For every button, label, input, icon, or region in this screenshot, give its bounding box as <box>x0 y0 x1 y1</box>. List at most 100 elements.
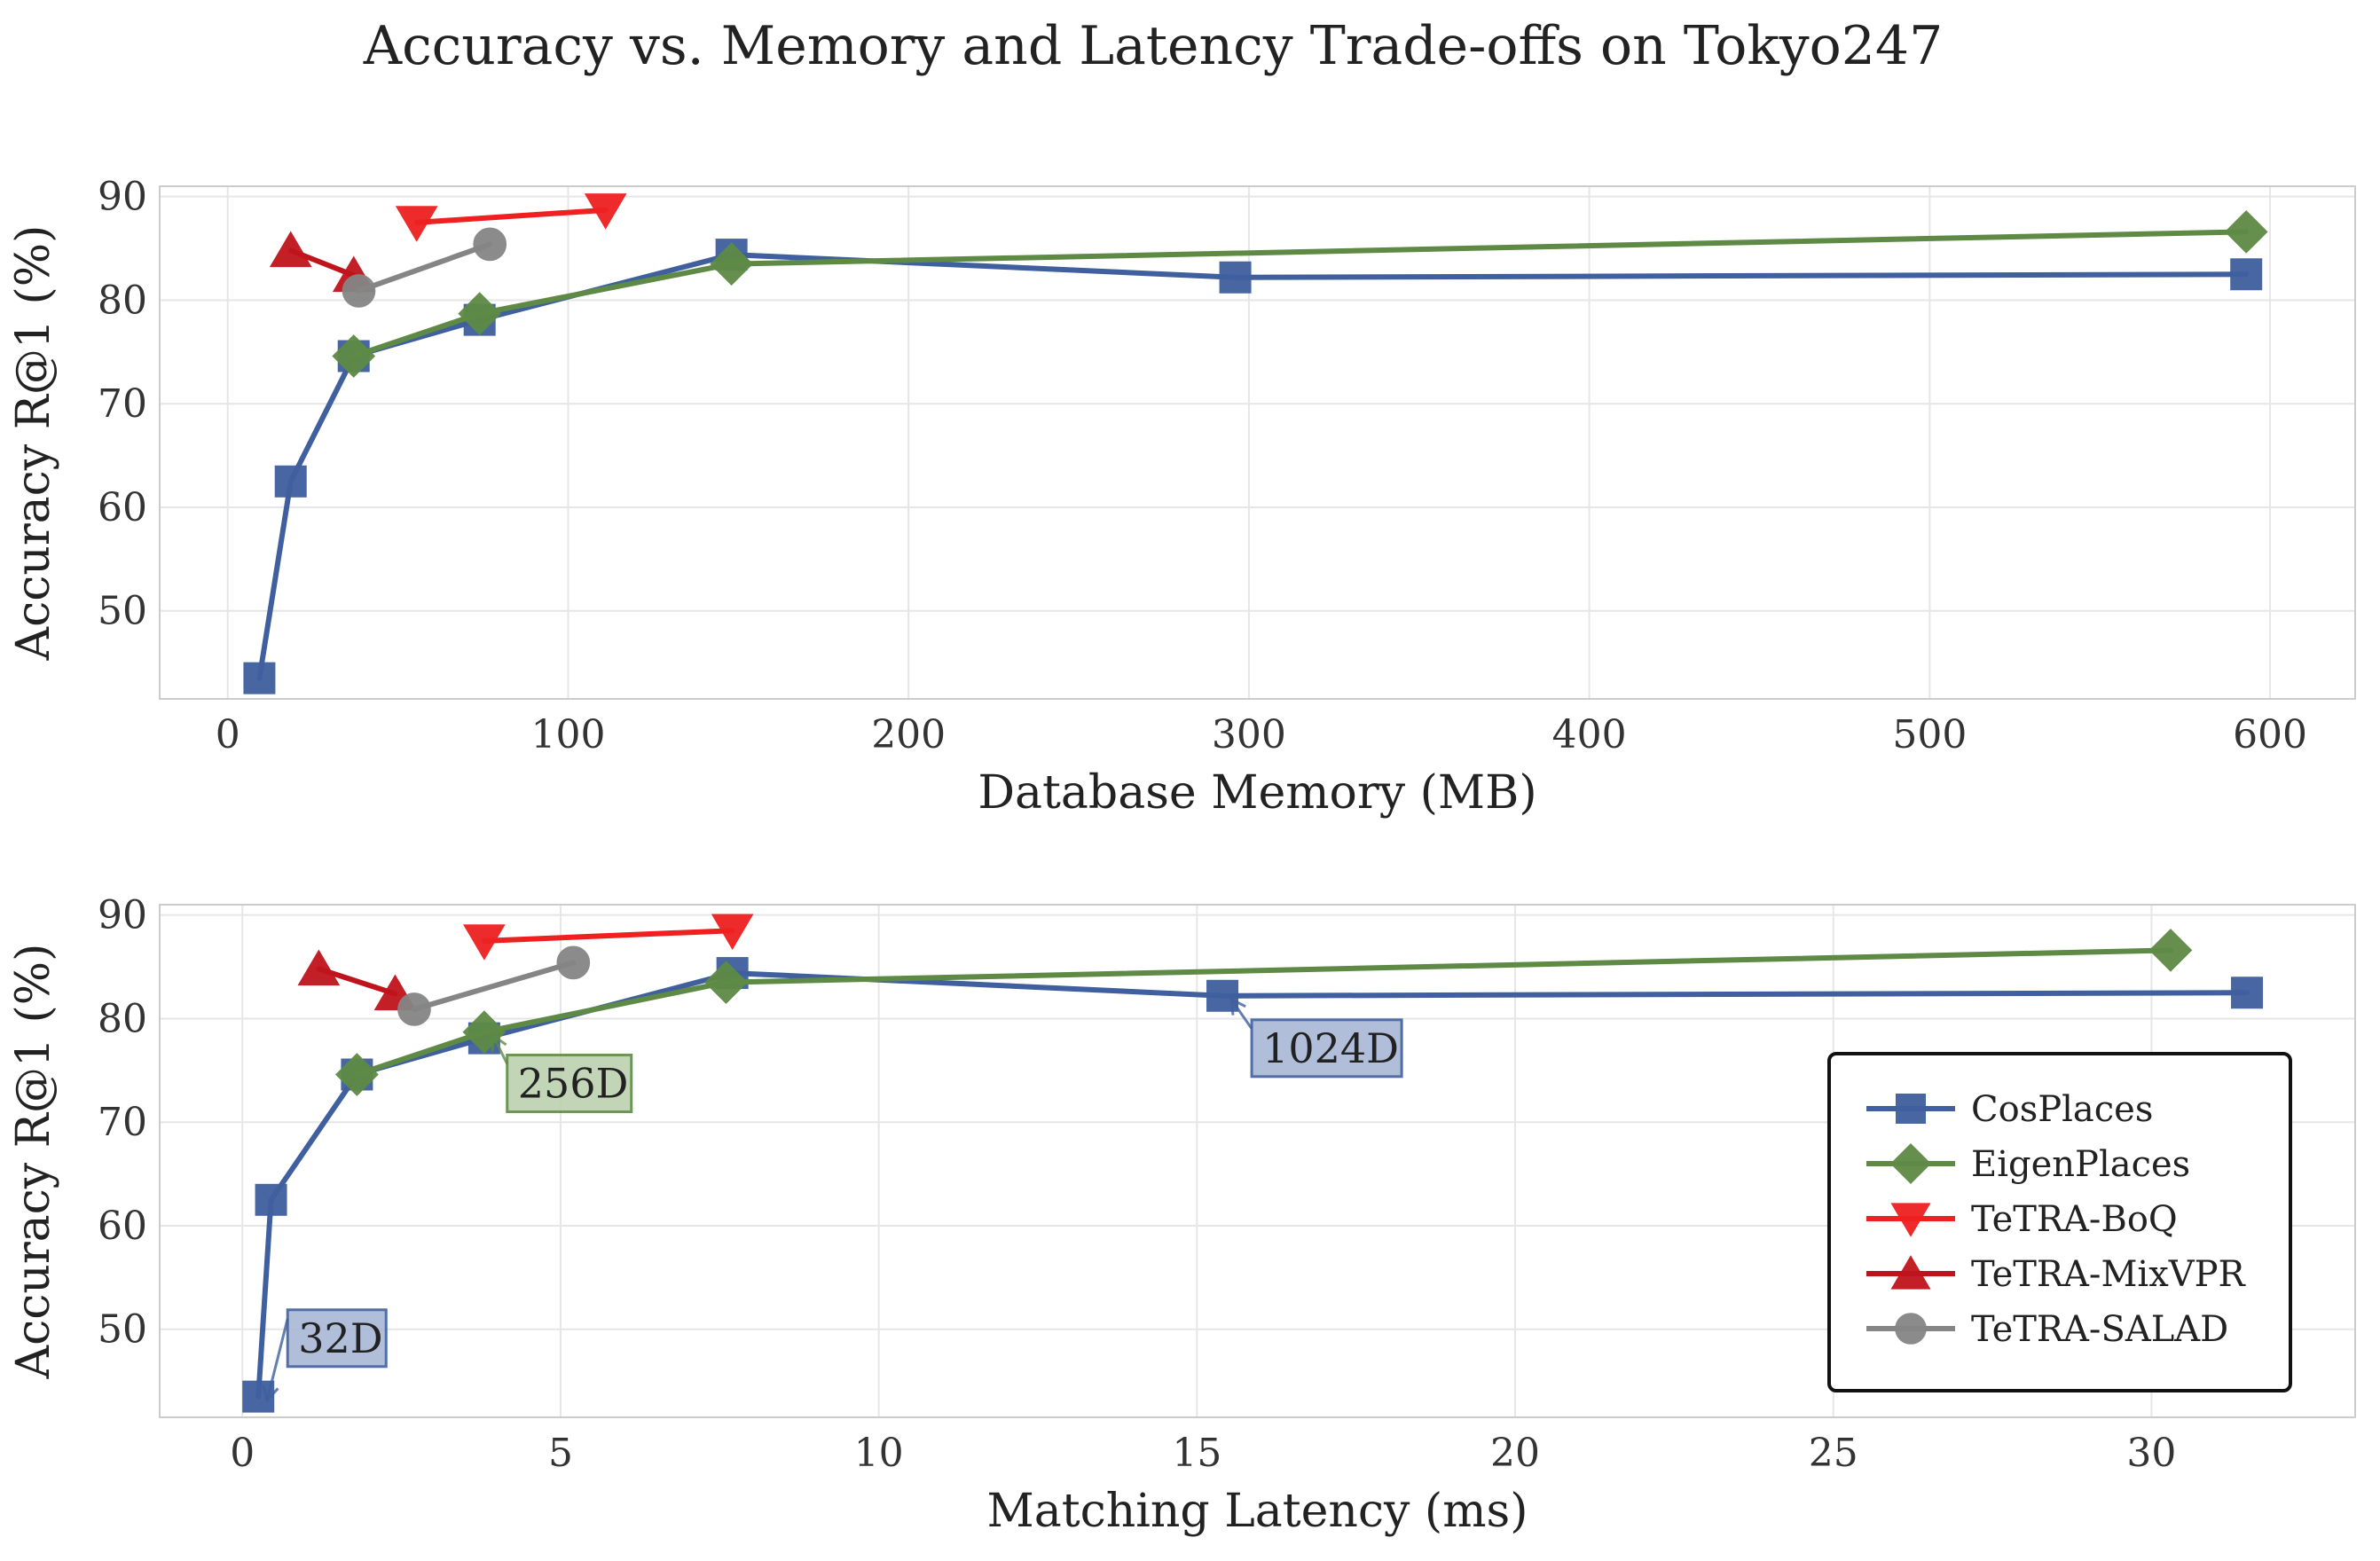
annotation-32d: 32D <box>262 1308 388 1403</box>
legend-item-tetra-mixvpr: TeTRA-MixVPR <box>1866 1254 2247 1295</box>
annotation-label: 256D <box>518 1060 629 1108</box>
annotation-256d: 256D <box>491 1032 633 1114</box>
legend-label: CosPlaces <box>1971 1089 2153 1130</box>
annotation-1024d: 1024D <box>1229 997 1403 1079</box>
x-tick-label: 300 <box>1212 712 1286 757</box>
x-tick-label: 20 <box>1490 1431 1540 1476</box>
legend-marker <box>1890 1255 1931 1290</box>
legend: CosPlaces EigenPlaces TeTRA-BoQ TeTRA-MixVP… <box>1827 1052 2292 1392</box>
series-cosplaces <box>243 239 2263 694</box>
y-tick-label: 90 <box>98 175 147 220</box>
annotation-arrowhead <box>1229 997 1246 1016</box>
y-tick-label: 70 <box>98 381 147 427</box>
x-tick-label: 0 <box>216 712 240 757</box>
annotation-arrowhead <box>262 1384 279 1403</box>
y-tick-label: 80 <box>98 996 147 1041</box>
figure-title: Accuracy vs. Memory and Latency Trade-of… <box>363 15 1944 77</box>
x-tick-label: 30 <box>2126 1431 2176 1476</box>
eigenplaces-point <box>2148 929 2193 972</box>
x-tick-label: 0 <box>230 1431 255 1476</box>
latency-x-axis-label: Matching Latency (ms) <box>987 1485 1528 1538</box>
memory-grid <box>160 186 2355 699</box>
y-tick-label: 60 <box>98 1204 147 1249</box>
tetra-salad-point <box>342 274 376 308</box>
legend-item-tetra-salad: TeTRA-SALAD <box>1866 1309 2228 1350</box>
x-tick-label: 10 <box>854 1431 904 1476</box>
legend-label: TeTRA-BoQ <box>1971 1199 2178 1240</box>
series-tetra-salad <box>342 227 507 308</box>
x-tick-label: 400 <box>1552 712 1627 757</box>
eigenplaces-point <box>462 1010 507 1054</box>
eigenplaces-point <box>704 961 748 1004</box>
latency-y-axis-label: Accuracy R@1 (%) <box>7 944 60 1380</box>
cosplaces-point <box>255 1183 287 1216</box>
x-tick-label: 600 <box>2233 712 2307 757</box>
annotation-arrow <box>491 1034 509 1065</box>
x-tick-label: 500 <box>1892 712 1967 757</box>
annotation-box <box>286 1308 388 1369</box>
legend-item-tetra-boq: TeTRA-BoQ <box>1866 1199 2178 1240</box>
x-tick-label: 100 <box>530 712 605 757</box>
tetra-boq-point <box>711 914 754 951</box>
series-eigenplaces <box>332 210 2268 378</box>
cosplaces-line <box>256 252 2250 681</box>
annotation-arrowhead <box>491 1032 507 1052</box>
legend-item-cosplaces: CosPlaces <box>1866 1089 2153 1130</box>
series-tetra-mixvpr <box>297 949 417 1011</box>
tetra-salad-line <box>411 960 577 1012</box>
series-eigenplaces <box>335 929 2193 1096</box>
y-tick-label: 50 <box>98 589 147 634</box>
series-tetra-boq <box>463 914 754 961</box>
cosplaces-point <box>2231 977 2264 1009</box>
eigenplaces-point <box>335 1053 379 1096</box>
tetra-salad-point <box>397 992 431 1026</box>
eigenplaces-line <box>350 229 2250 359</box>
annotation-box <box>1250 1018 1403 1079</box>
legend-marker <box>1896 1094 1926 1124</box>
tetra-boq-line <box>481 928 735 944</box>
eigenplaces-point <box>710 242 754 286</box>
legend-box <box>1827 1052 2292 1392</box>
y-tick-label: 70 <box>98 1100 147 1145</box>
tetra-boq-line <box>413 207 609 225</box>
x-tick-label: 200 <box>871 712 946 757</box>
tetra-mixvpr-point <box>269 231 312 268</box>
annotation-arrow <box>265 1318 289 1401</box>
cosplaces-point <box>1219 261 1252 294</box>
x-tick-label: 15 <box>1172 1431 1221 1476</box>
legend-marker <box>1890 1203 1931 1237</box>
latency-panel: 0 5 10 15 20 25 30 50 60 70 80 90 Matching Latency (… <box>7 893 2356 1538</box>
tetra-boq-point <box>395 206 438 242</box>
tetra-mixvpr-point <box>297 949 341 986</box>
annotation-arrow <box>1229 998 1253 1030</box>
legend-marker <box>1895 1313 1927 1345</box>
y-tick-label: 90 <box>98 893 147 938</box>
y-tick-label: 50 <box>98 1307 147 1353</box>
legend-label: TeTRA-MixVPR <box>1971 1254 2247 1295</box>
series-tetra-boq <box>395 193 627 242</box>
cosplaces-point <box>274 465 307 498</box>
cosplaces-point <box>243 662 276 694</box>
series-tetra-salad <box>397 945 591 1026</box>
y-tick-label: 80 <box>98 278 147 323</box>
eigenplaces-point <box>2224 210 2268 254</box>
memory-y-axis-label: Accuracy R@1 (%) <box>7 225 60 662</box>
annotation-box <box>506 1054 633 1114</box>
annotation-label: 1024D <box>1262 1024 1399 1072</box>
legend-marker <box>1889 1142 1932 1185</box>
memory-panel: 0 100 200 300 400 500 600 50 60 70 80 90 Database Me… <box>7 175 2356 820</box>
eigenplaces-point <box>458 292 502 335</box>
tetra-boq-point <box>584 193 627 230</box>
tetra-boq-point <box>463 924 506 961</box>
memory-x-axis-label: Database Memory (MB) <box>978 766 1536 820</box>
annotation-label: 32D <box>298 1314 382 1362</box>
latency-plot-frame <box>159 904 2356 1418</box>
legend-label: TeTRA-SALAD <box>1971 1309 2228 1350</box>
tetra-salad-point <box>473 227 507 262</box>
tetra-salad-point <box>556 945 591 980</box>
memory-plot-frame <box>159 185 2356 700</box>
tetra-salad-line <box>356 241 493 294</box>
x-tick-label: 5 <box>548 1431 573 1476</box>
legend-label: EigenPlaces <box>1971 1144 2190 1185</box>
